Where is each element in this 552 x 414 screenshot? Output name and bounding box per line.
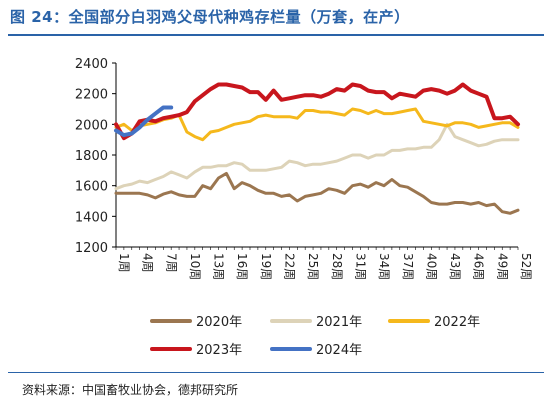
x-tick-label: 34周 [377, 253, 391, 280]
x-tick-label: 28周 [330, 253, 344, 280]
chart-legend: 2020年 2021年 2022年 2023年 2024年 [150, 315, 480, 358]
legend-label: 2021年 [316, 315, 362, 330]
legend-label: 2022年 [434, 315, 480, 330]
y-tick-label: 1200 [75, 241, 108, 256]
series-line-2 [114, 122, 520, 191]
y-tick-label: 1400 [75, 210, 108, 225]
legend-label: 2024年 [316, 343, 362, 358]
x-tick-label: 25周 [306, 253, 320, 280]
x-tick-label: 40周 [424, 253, 438, 280]
x-tick-label: 10周 [188, 253, 202, 280]
series-layer [114, 82, 520, 215]
y-tick-label: 2200 [75, 88, 108, 103]
source-note: 资料来源：中国畜牧业协会，德邦研究所 [22, 383, 239, 397]
legend-label: 2023年 [196, 343, 242, 358]
x-tick-label: 4周 [141, 253, 155, 273]
x-tick-label: 46周 [472, 253, 486, 280]
x-tick-label: 16周 [235, 253, 249, 280]
title-divider [8, 34, 544, 36]
legend-label: 2020年 [196, 315, 242, 330]
x-tick-label: 22周 [283, 253, 297, 280]
x-tick-label: 49周 [495, 253, 509, 280]
y-tick-label: 2000 [75, 118, 108, 133]
chart-title: 图 24：全国部分白羽鸡父母代种鸡存栏量（万套，在产） [10, 8, 410, 26]
series-line-3 [114, 107, 520, 142]
x-tick-label: 43周 [448, 253, 462, 280]
x-tick-label: 19周 [259, 253, 273, 280]
chart-axes: 1200 1400 1600 1800 2000 2200 2400 1周 4周 7周 10周 13周… [75, 57, 533, 280]
series-line-4 [114, 82, 520, 141]
source-divider [8, 372, 544, 373]
x-tick-label: 13周 [212, 253, 226, 280]
y-tick-label: 1600 [75, 180, 108, 195]
x-tick-label: 31周 [353, 253, 367, 280]
x-tick-label: 37周 [401, 253, 415, 280]
x-tick-label: 1周 [117, 253, 131, 273]
x-tick-label: 7周 [164, 253, 178, 273]
x-tick-label: 52周 [519, 253, 533, 280]
series-line-5 [114, 105, 174, 138]
y-tick-label: 2400 [75, 57, 108, 72]
series-line-1 [114, 171, 520, 215]
y-tick-label: 1800 [75, 149, 108, 164]
